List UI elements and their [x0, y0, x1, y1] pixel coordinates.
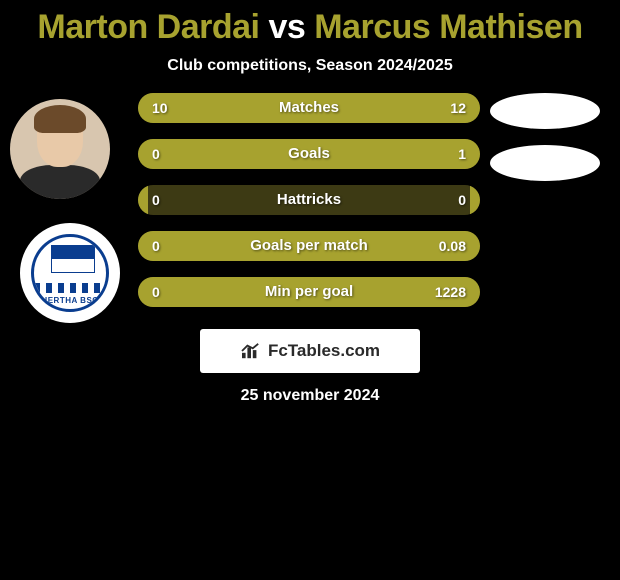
stat-label: Goals per match	[138, 231, 480, 261]
stat-label: Goals	[138, 139, 480, 169]
stat-row: 1012Matches	[138, 93, 480, 123]
club-badge-text: HERTHA BSC	[34, 296, 106, 305]
stat-row: 01228Min per goal	[138, 277, 480, 307]
stat-row: 00Hattricks	[138, 185, 480, 215]
player1-avatar	[10, 99, 110, 199]
date-text: 25 november 2024	[0, 387, 620, 405]
stat-label: Matches	[138, 93, 480, 123]
source-text: FcTables.com	[268, 341, 380, 361]
player2-name: Marcus Mathisen	[314, 8, 582, 46]
stat-row: 00.08Goals per match	[138, 231, 480, 261]
player1-name: Marton Dardai	[37, 8, 259, 46]
stat-label: Min per goal	[138, 277, 480, 307]
player2-avatar-placeholder	[490, 93, 600, 129]
player1-club-badge: HERTHA BSC	[20, 223, 120, 323]
bar-chart-icon	[240, 342, 262, 360]
stat-row: 01Goals	[138, 139, 480, 169]
subtitle: Club competitions, Season 2024/2025	[0, 57, 620, 75]
stat-bars: 1012Matches 01Goals 00Hattricks 00.08Goals …	[138, 93, 480, 323]
player2-club-placeholder	[490, 145, 600, 181]
vs-text: vs	[268, 8, 305, 46]
source-badge: FcTables.com	[200, 329, 420, 373]
stat-label: Hattricks	[138, 185, 480, 215]
page-title: Marton Dardai vs Marcus Mathisen	[0, 0, 620, 47]
